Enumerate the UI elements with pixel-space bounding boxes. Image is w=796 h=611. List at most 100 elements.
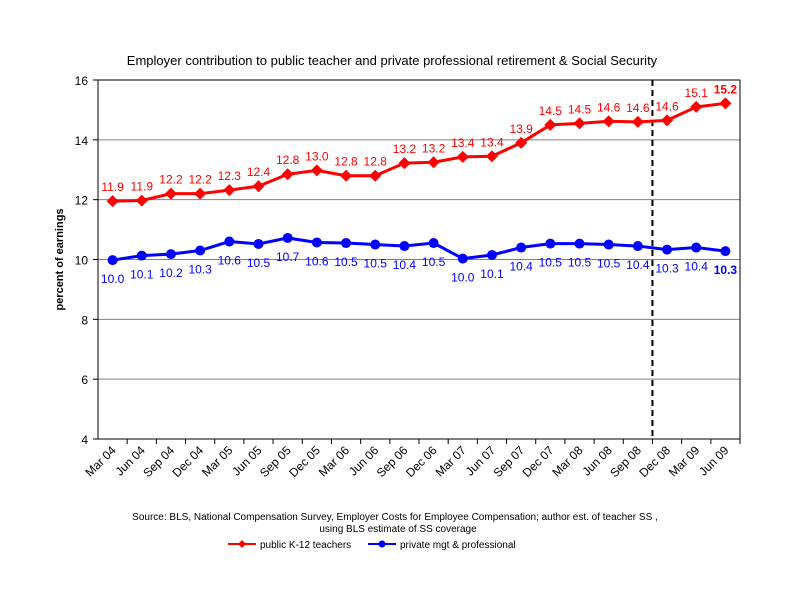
y-axis-label: percent of earnings xyxy=(54,208,66,310)
data-point-teachers xyxy=(602,115,615,128)
data-point-private xyxy=(195,245,206,256)
x-tick-label: Dec 04 xyxy=(169,443,206,480)
x-tick-label: Dec 08 xyxy=(636,443,673,480)
x-tick-label: Jun 09 xyxy=(696,443,732,479)
series-layer: 11.9 11.9 12.2 12.2 12.3 12.4 12.8 13.0 12.8 12.8… xyxy=(101,82,737,286)
data-point-private xyxy=(224,236,235,247)
data-point-private xyxy=(632,241,643,252)
data-point-teachers xyxy=(456,150,469,163)
data-point-private xyxy=(136,250,147,261)
data-point-private xyxy=(545,238,556,249)
data-point-teachers xyxy=(398,157,411,170)
y-tick-label: 4 xyxy=(81,433,88,447)
data-point-teachers xyxy=(544,118,557,131)
y-axis: 4 6 8 10 12 14 16 xyxy=(75,74,98,447)
data-point-private xyxy=(370,239,381,250)
data-label-teachers: 15.2 xyxy=(714,82,738,96)
data-point-private xyxy=(311,237,322,248)
data-label-private: 10.5 xyxy=(422,255,446,269)
data-label-private: 10.0 xyxy=(101,272,125,286)
data-point-private xyxy=(341,238,352,249)
data-point-teachers xyxy=(340,169,353,182)
series-line-teachers xyxy=(112,101,726,203)
data-label-teachers: 14.6 xyxy=(655,99,679,113)
x-tick-label: Mar 06 xyxy=(316,443,353,480)
y-tick-label: 10 xyxy=(75,254,89,268)
data-point-teachers xyxy=(690,100,703,113)
data-label-private: 10.5 xyxy=(247,256,271,270)
data-point-private xyxy=(691,242,702,253)
data-label-private: 10.5 xyxy=(597,257,621,271)
x-tick-label: Sep 05 xyxy=(257,443,294,480)
data-label-teachers: 14.6 xyxy=(626,101,650,115)
data-point-private xyxy=(399,241,410,252)
data-label-teachers: 13.4 xyxy=(451,136,475,150)
data-label-teachers: 11.9 xyxy=(101,180,124,194)
data-point-teachers xyxy=(719,97,732,110)
y-tick-label: 8 xyxy=(81,313,88,327)
data-label-teachers: 13.9 xyxy=(509,122,533,136)
x-tick-label: Mar 04 xyxy=(82,443,119,480)
source-line-1: Source: BLS, National Compensation Surve… xyxy=(132,512,658,523)
data-label-private: 10.4 xyxy=(509,260,533,274)
data-label-private: 10.4 xyxy=(685,260,709,274)
data-point-teachers xyxy=(631,115,644,128)
data-label-private: 10.2 xyxy=(159,266,183,280)
data-label-private: 10.5 xyxy=(568,256,592,270)
data-label-private: 10.3 xyxy=(188,263,212,277)
data-point-private xyxy=(516,242,527,253)
data-point-teachers xyxy=(281,168,294,181)
data-point-teachers xyxy=(573,117,586,130)
x-tick-label: Sep 04 xyxy=(140,443,177,480)
x-tick-label: Dec 07 xyxy=(520,443,557,480)
legend-marker xyxy=(238,540,246,548)
data-label-teachers: 14.5 xyxy=(539,104,563,118)
source-line-2: using BLS estimate of SS coverage xyxy=(319,524,477,535)
data-point-teachers xyxy=(135,194,148,207)
data-point-teachers xyxy=(223,184,236,197)
data-label-teachers: 15.1 xyxy=(685,86,709,100)
x-tick-label: Mar 05 xyxy=(199,443,236,480)
data-point-teachers xyxy=(661,114,674,127)
x-tick-label: Sep 08 xyxy=(607,443,644,480)
data-label-teachers: 14.6 xyxy=(597,100,621,114)
data-label-teachers: 11.9 xyxy=(131,180,154,194)
data-label-private: 10.7 xyxy=(276,250,300,264)
data-point-teachers xyxy=(194,187,207,200)
data-point-teachers xyxy=(310,164,323,177)
data-label-teachers: 13.2 xyxy=(393,142,417,156)
data-label-teachers: 14.5 xyxy=(568,102,592,116)
data-point-teachers xyxy=(106,195,119,208)
data-point-private xyxy=(603,239,614,250)
data-point-private xyxy=(486,250,497,261)
data-point-private xyxy=(428,238,439,249)
y-tick-label: 16 xyxy=(75,74,89,88)
data-label-teachers: 13.4 xyxy=(480,135,504,149)
data-label-private: 10.0 xyxy=(451,271,475,285)
data-label-private: 10.5 xyxy=(364,257,388,271)
data-label-teachers: 12.2 xyxy=(159,173,183,187)
data-label-private: 10.6 xyxy=(218,254,242,268)
data-point-private xyxy=(107,255,118,266)
data-label-private: 10.5 xyxy=(334,255,358,269)
data-point-teachers xyxy=(485,150,498,163)
y-tick-label: 6 xyxy=(81,373,88,387)
data-point-private xyxy=(253,238,264,249)
data-label-teachers: 13.2 xyxy=(422,141,446,155)
legend: public K-12 teachers private mgt & profes… xyxy=(228,540,516,551)
x-tick-label: Sep 06 xyxy=(374,443,411,480)
data-point-teachers xyxy=(164,187,177,200)
data-point-teachers xyxy=(515,136,528,149)
x-tick-label: Dec 06 xyxy=(403,443,440,480)
data-point-private xyxy=(720,246,731,257)
series-line-private xyxy=(112,236,726,262)
data-label-teachers: 12.8 xyxy=(364,155,388,169)
chart-title: Employer contribution to public teacher … xyxy=(127,53,658,68)
data-point-private xyxy=(457,253,468,264)
data-label-private: 10.1 xyxy=(480,267,504,281)
data-label-private: 10.1 xyxy=(130,268,154,282)
data-label-private: 10.6 xyxy=(305,254,329,268)
legend-label: public K-12 teachers xyxy=(260,540,351,551)
x-tick-label: Dec 05 xyxy=(286,443,323,480)
